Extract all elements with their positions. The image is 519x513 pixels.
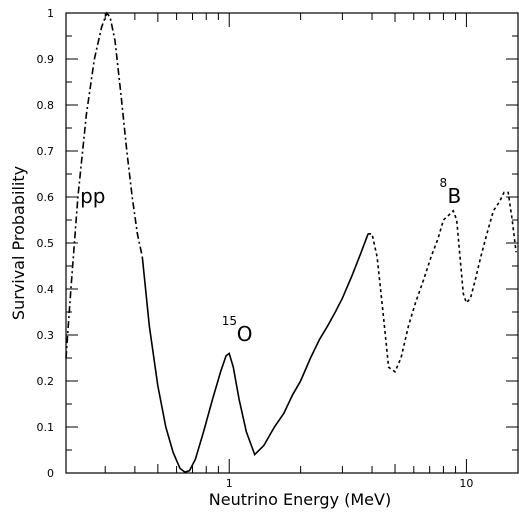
annotation-8B: 8B [439, 176, 461, 208]
y-tick-label: 0.2 [37, 375, 55, 388]
y-tick-label: 0.5 [37, 237, 55, 250]
y-tick-label: 0.8 [37, 99, 55, 112]
axis-tick-labels: 0 0.1 0.2 0.3 0.4 0.5 0.6 0.7 0.8 0.9 1 1 10 [37, 7, 474, 490]
curve-annotations: pp 15O 8B [80, 176, 461, 346]
annotation-pp-text: pp [80, 184, 105, 208]
series-pp-line [65, 11, 144, 359]
series-8B-line [368, 191, 517, 374]
y-tick-label: 0 [47, 467, 54, 480]
y-tick-label: 1 [47, 7, 54, 20]
data-series [65, 11, 517, 473]
axis-ticks [66, 12, 518, 474]
y-tick-label: 0.9 [37, 53, 55, 66]
y-axis-title: Survival Probability [9, 166, 28, 320]
x-tick-label: 10 [459, 477, 473, 490]
y-tick-label: 0.4 [37, 283, 55, 296]
y-tick-label: 0.3 [37, 329, 55, 342]
annotation-8B-sup: 8 [439, 176, 447, 190]
x-tick-label: 1 [226, 477, 233, 490]
annotation-15O: 15O [222, 314, 253, 346]
annotation-15O-sup: 15 [222, 314, 237, 328]
y-tick-label: 0.7 [37, 145, 55, 158]
annotation-15O-text: O [237, 322, 253, 346]
series-15O-line [141, 233, 369, 473]
plot-frame [65, 12, 519, 474]
y-tick-label: 0.1 [37, 421, 55, 434]
y-tick-label: 0.6 [37, 191, 55, 204]
annotation-8B-text: B [447, 184, 461, 208]
x-axis-title: Neutrino Energy (MeV) [209, 490, 391, 509]
annotation-pp: pp [80, 184, 105, 208]
